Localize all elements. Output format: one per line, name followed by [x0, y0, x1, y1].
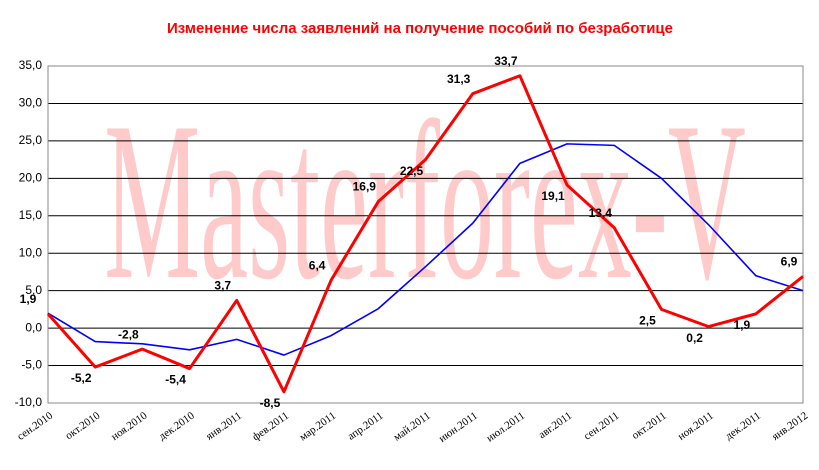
data-label: 6,9: [781, 255, 798, 269]
y-tick-label: 25,0: [19, 133, 43, 147]
data-label: 1,9: [20, 292, 37, 306]
x-tick-label: дек.2010: [157, 409, 198, 442]
data-label: 0,2: [686, 331, 703, 345]
x-tick-label: ноя.2010: [109, 409, 150, 443]
x-tick-label: авг.2011: [536, 410, 574, 441]
x-tick-label: сен.2010: [15, 409, 55, 442]
x-tick-label: янв.2011: [204, 410, 244, 443]
data-label: 16,9: [353, 180, 377, 194]
x-tick-label: фев.2011: [250, 410, 291, 444]
data-label: -2,8: [118, 327, 139, 341]
x-tick-label: апр.2011: [345, 410, 385, 443]
y-tick-label: 0,0: [25, 320, 42, 334]
data-label: 19,1: [541, 189, 565, 203]
x-tick-label: мар.2011: [297, 410, 338, 444]
x-tick-label: дек.2011: [723, 410, 763, 443]
y-tick-label: 5,0: [25, 283, 42, 297]
data-label: -8,5: [260, 396, 281, 410]
data-label: 31,3: [447, 72, 471, 86]
x-tick-label: июл.2011: [484, 410, 527, 445]
series-line: [46, 74, 804, 394]
y-tick-label: 10,0: [19, 245, 43, 259]
x-tick-label: окт.2010: [63, 409, 103, 442]
data-label: -5,4: [165, 373, 186, 387]
data-label: -5,2: [71, 371, 92, 385]
x-tick-label: ноя.2011: [676, 410, 716, 443]
y-tick-label: 20,0: [19, 171, 43, 185]
y-tick-label: -10,0: [15, 395, 43, 409]
data-label: 6,4: [309, 258, 326, 272]
data-label: 13,4: [589, 206, 613, 220]
x-tick-label: май.2011: [391, 410, 432, 444]
data-label: 1,9: [733, 318, 750, 332]
y-tick-label: 15,0: [19, 208, 43, 222]
y-tick-label: 30,0: [19, 96, 43, 110]
data-label: 3,7: [214, 279, 231, 293]
y-tick-label: -5,0: [21, 358, 42, 372]
x-tick-label: сен.2011: [582, 410, 622, 443]
x-tick-label: окт.2011: [630, 410, 669, 442]
data-label: 22,5: [400, 164, 424, 178]
chart-title: Изменение числа заявлений на получение п…: [167, 20, 673, 37]
x-tick-label: янв.2012: [770, 410, 810, 443]
plot-border: [47, 65, 804, 404]
y-tick-label: 35,0: [19, 58, 43, 72]
data-label: 33,7: [494, 54, 518, 68]
watermark: Masterforex-V: [104, 77, 746, 327]
x-tick-label: июн.2011: [437, 410, 480, 445]
series-line: [47, 143, 804, 356]
data-label: 2,5: [639, 314, 656, 328]
